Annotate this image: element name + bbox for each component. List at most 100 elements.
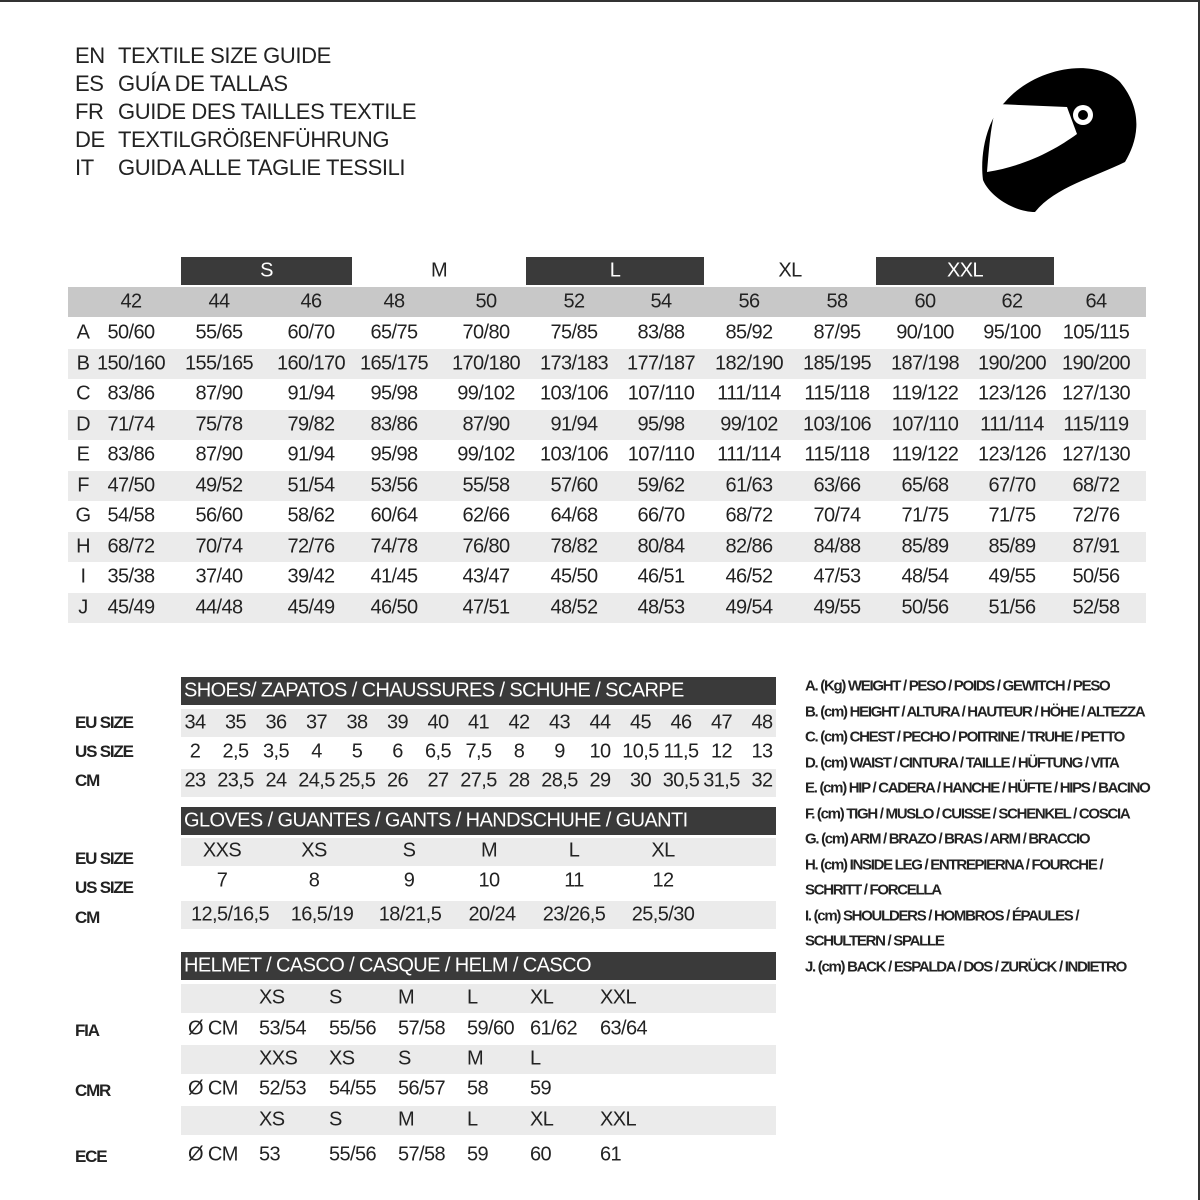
- table-cell: 46/51: [637, 565, 685, 588]
- shoes-title: SHOES/ ZAPATOS / CHAUSSURES / SCHUHE / S…: [184, 679, 684, 702]
- helmet-value: 52/53: [259, 1077, 307, 1100]
- table-cell: 48/53: [637, 596, 685, 618]
- shoe-size-cell: 28: [508, 769, 530, 792]
- row-label: CMR: [75, 1081, 111, 1100]
- table-row-stripe: [68, 470, 1146, 501]
- table-cell: 95/100: [983, 321, 1041, 344]
- legend-item: I. (cm) SHOULDERS / HOMBROS / ÉPAULES /: [805, 907, 1080, 924]
- table-cell: 49/55: [988, 565, 1036, 588]
- table-cell: 84/88: [813, 535, 861, 557]
- shoe-size-cell: 8: [513, 740, 525, 763]
- table-cell: 50/56: [1072, 565, 1120, 588]
- helmet-size: M: [398, 986, 415, 1009]
- table-cell: 99/102: [457, 443, 515, 466]
- helmet-size: S: [329, 1108, 342, 1131]
- helmet-value: 61: [600, 1143, 622, 1166]
- helmet-size: S: [398, 1047, 411, 1070]
- shoe-size-cell: 25,5: [338, 769, 376, 792]
- size-group-label: S: [260, 259, 273, 282]
- legend-item: E. (cm) HIP / CADERA / HANCHE / HÜFTE / …: [805, 779, 1151, 797]
- table-cell: 61/63: [725, 474, 773, 496]
- shoe-size-cell: 34: [184, 711, 206, 734]
- language-code: FR: [75, 99, 104, 124]
- legend-item: J. (cm) BACK / ESPALDA / DOS / ZURÜCK / …: [805, 958, 1127, 975]
- helmet-size: XS: [259, 1108, 285, 1131]
- table-cell: 190/200: [977, 352, 1047, 374]
- table-cell: 185/195: [802, 352, 872, 374]
- table-cell: 68/72: [1072, 474, 1120, 496]
- helmet-size: L: [467, 986, 478, 1009]
- table-cell: 47/51: [462, 596, 510, 618]
- guide-title: GUÍA DE TALLAS: [118, 71, 288, 96]
- shoe-size-cell: 11,5: [663, 740, 699, 763]
- table-cell: 165/175: [359, 352, 429, 374]
- table-cell: 70/74: [195, 535, 243, 557]
- table-cell: 41/45: [370, 565, 418, 588]
- helmet-value: 57/58: [398, 1017, 446, 1040]
- table-cell: 105/115: [1062, 321, 1130, 344]
- helmet-row-stripe: [181, 984, 776, 1013]
- size-column-header: 58: [826, 290, 848, 313]
- table-cell: 111/114: [717, 443, 781, 466]
- table-cell: 49/54: [725, 596, 773, 618]
- table-cell: 123/126: [977, 443, 1047, 466]
- shoe-size-cell: 10,5: [622, 740, 659, 763]
- table-cell: 45/49: [107, 596, 155, 618]
- table-cell: 46/52: [725, 565, 773, 588]
- table-cell: 45/50: [550, 565, 598, 588]
- helmet-value: 59/60: [467, 1017, 515, 1040]
- helmet-size: XL: [530, 1108, 554, 1131]
- table-cell: 119/122: [891, 443, 959, 466]
- shoe-size-cell: 2: [189, 740, 201, 763]
- shoe-size-cell: 31,5: [703, 769, 740, 792]
- size-column-header: 56: [738, 290, 760, 313]
- table-cell: 91/94: [287, 443, 335, 466]
- glove-size-cell: XXS: [202, 839, 242, 862]
- table-cell: 123/126: [977, 382, 1047, 405]
- glove-size-cell: 20/24: [468, 903, 516, 926]
- shoe-size-cell: 29: [589, 769, 611, 792]
- shoe-size-cell: 27: [427, 769, 449, 792]
- row-label: ECE: [75, 1147, 108, 1166]
- legend-item: SCHULTERN / SPALLE: [805, 932, 945, 950]
- table-cell: 83/86: [107, 382, 155, 405]
- table-cell: 45/49: [287, 596, 335, 618]
- guide-title: TEXTILE SIZE GUIDE: [118, 43, 331, 68]
- table-cell: 155/165: [184, 352, 254, 374]
- table-cell: 54/58: [107, 504, 155, 527]
- table-cell: 65/75: [370, 321, 418, 344]
- size-column-header: 54: [650, 290, 672, 313]
- unit-label: Ø CM: [188, 1143, 238, 1166]
- table-cell: 160/170: [276, 352, 346, 374]
- helmet-value: 63/64: [600, 1017, 648, 1040]
- guide-title: GUIDA ALLE TAGLIE TESSILI: [118, 155, 406, 180]
- helmet-value: 53: [259, 1143, 281, 1166]
- language-code: ES: [75, 71, 104, 96]
- shoes-row-stripe: [181, 769, 776, 797]
- glove-size-cell: L: [568, 839, 580, 862]
- shoe-size-cell: 38: [346, 711, 368, 734]
- shoe-size-cell: 3,5: [262, 740, 290, 763]
- helmet-size: XS: [259, 986, 285, 1009]
- table-cell: 44/48: [195, 596, 243, 618]
- table-cell: 170/180: [451, 352, 521, 374]
- table-cell: 75/85: [550, 321, 598, 344]
- table-cell: 67/70: [988, 474, 1036, 496]
- legend-item: D. (cm) WAIST / CINTURA / TAILLE / HÜFTU…: [805, 754, 1120, 771]
- table-cell: 64/68: [550, 504, 598, 527]
- table-cell: 95/98: [370, 443, 418, 466]
- row-label: CM: [75, 771, 100, 790]
- glove-size-cell: M: [480, 839, 498, 862]
- legend-item: C. (cm) CHEST / PECHO / POITRINE / TRUHE…: [805, 728, 1125, 746]
- table-cell: 79/82: [287, 413, 335, 435]
- legend-item: F. (cm) TIGH / MUSLO / CUISSE / SCHENKEL…: [805, 805, 1131, 822]
- shoe-size-cell: 39: [386, 711, 409, 734]
- size-group-label: M: [430, 259, 448, 282]
- table-cell: 99/102: [457, 382, 515, 405]
- table-cell: 50/56: [901, 596, 949, 618]
- table-cell: 74/78: [370, 535, 418, 557]
- legend-item: SCHRITT / FORCELLA: [805, 881, 942, 899]
- glove-size-cell: 11: [564, 869, 584, 892]
- helmet-header-bar: [181, 952, 776, 980]
- table-cell: 90/100: [896, 321, 954, 344]
